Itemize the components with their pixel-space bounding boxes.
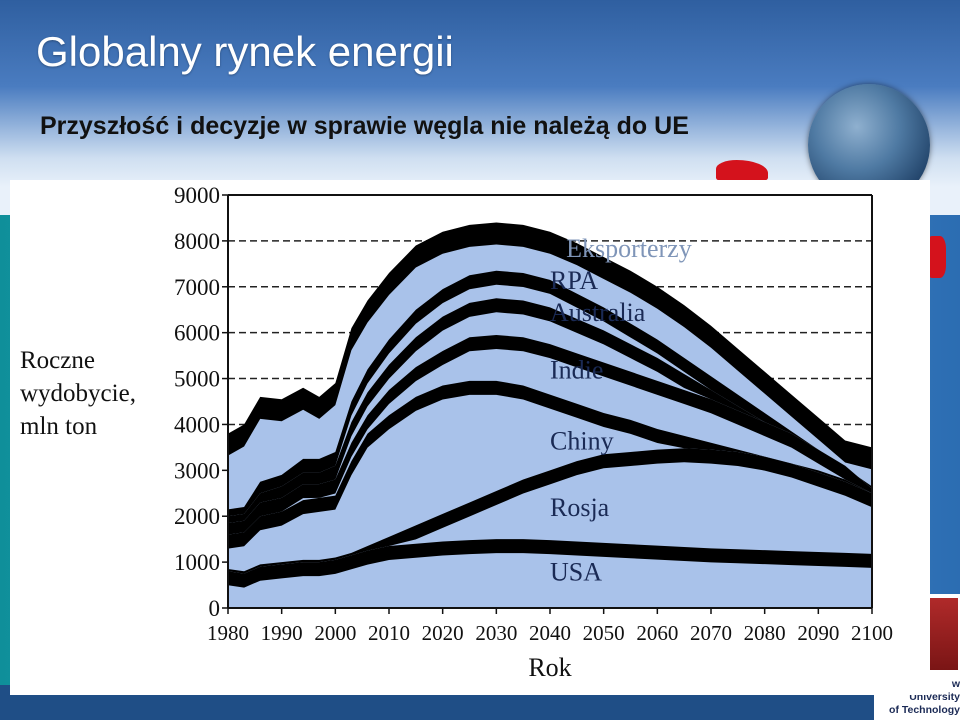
map-decoration xyxy=(926,236,946,278)
x-tick-label: 1990 xyxy=(261,621,303,645)
area-fill-usa xyxy=(228,553,872,608)
x-tick-label: 2020 xyxy=(422,621,464,645)
x-tick-label: 2100 xyxy=(851,621,893,645)
x-tick-label: 2010 xyxy=(368,621,410,645)
axes: 0 1000 2000 3000 4000 5000 6000 7000 8000 9000 198… xyxy=(174,183,893,682)
y-tick-label: 0 xyxy=(209,596,221,621)
y-tick-label: 3000 xyxy=(174,458,220,483)
series-label-chiny: Chiny xyxy=(550,427,614,456)
y-tick-label: 2000 xyxy=(174,504,220,529)
logo-line: w xyxy=(951,678,960,690)
x-tick-label: 2030 xyxy=(475,621,517,645)
series-label-rosja: Rosja xyxy=(550,493,610,522)
logo-line: of Technology xyxy=(889,704,960,716)
series-labels: Eksporterzy RPA Australia Indie Chiny Rosja US… xyxy=(550,234,692,587)
y-tick-label: 1000 xyxy=(174,550,220,575)
series-label-indie: Indie xyxy=(550,356,603,385)
y-tick-label: 8000 xyxy=(174,229,220,254)
y-tick-label: 6000 xyxy=(174,321,220,346)
series-label-rpa: RPA xyxy=(550,266,598,295)
x-axis-label: Rok xyxy=(528,653,571,682)
x-tick-label: 2000 xyxy=(314,621,356,645)
map-decoration xyxy=(716,160,768,182)
y-tick-label: 9000 xyxy=(174,183,220,208)
x-tick-label: 2060 xyxy=(636,621,678,645)
series-label-eksporterzy: Eksporterzy xyxy=(566,234,692,263)
x-tick-label: 2070 xyxy=(690,621,732,645)
y-tick-label: 7000 xyxy=(174,275,220,300)
x-tick-label: 2040 xyxy=(529,621,571,645)
slide-title: Globalny rynek energii xyxy=(36,28,454,75)
y-axis-label: Roczne wydobycie, mln ton xyxy=(20,347,136,440)
coal-production-chart: 0 1000 2000 3000 4000 5000 6000 7000 8000 9000 198… xyxy=(10,180,930,695)
series-label-australia: Australia xyxy=(550,298,646,327)
area-series xyxy=(228,222,872,608)
y-tick-label: 5000 xyxy=(174,367,220,392)
chart-svg: 0 1000 2000 3000 4000 5000 6000 7000 8000 9000 198… xyxy=(174,183,893,682)
x-tick-label: 2090 xyxy=(797,621,839,645)
x-tick-label: 2080 xyxy=(744,621,786,645)
x-tick-label: 2050 xyxy=(583,621,625,645)
series-label-usa: USA xyxy=(550,557,602,586)
x-tick-label: 1980 xyxy=(207,621,249,645)
slide-subtitle: Przyszłość i decyzje w sprawie węgla nie… xyxy=(40,112,689,140)
y-tick-label: 4000 xyxy=(174,412,220,437)
